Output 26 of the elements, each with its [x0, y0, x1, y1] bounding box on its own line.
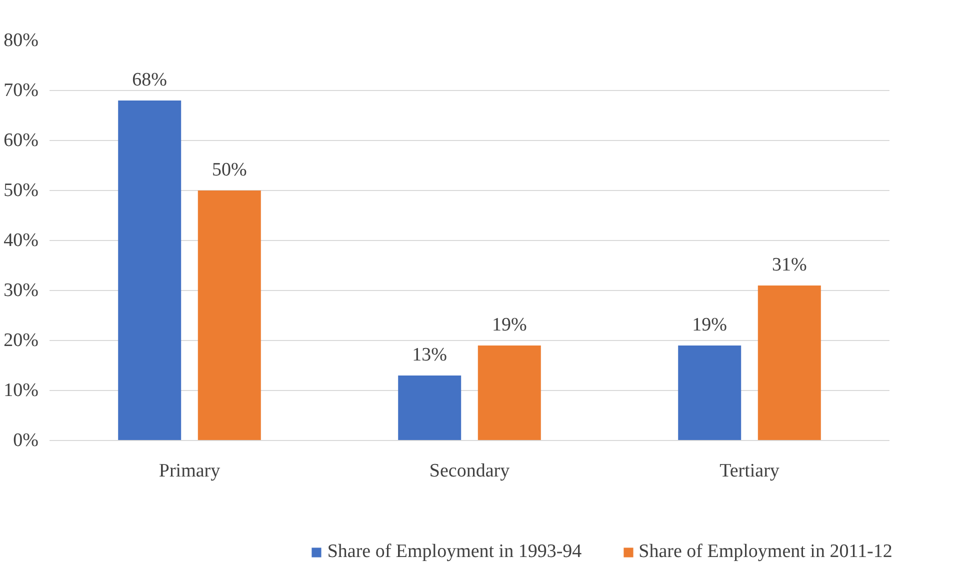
y-tick-label: 10% [4, 380, 39, 401]
bar [678, 346, 742, 440]
x-tick-label: Tertiary [720, 460, 780, 482]
text: 50% [212, 160, 247, 180]
text: 19% [692, 314, 728, 336]
y-tick-label: 50% [4, 180, 39, 201]
text: 13% [412, 344, 448, 366]
bar [478, 346, 541, 440]
y-tick-label: 60% [4, 130, 39, 151]
legend-label: Share of Employment in 2011-12 [638, 541, 892, 563]
y-tick-label: 70% [4, 80, 39, 101]
x-tick-label: Secondary [429, 460, 510, 482]
legend-label: Share of Employment in 1993-94 [327, 541, 582, 563]
bar [758, 286, 821, 440]
x-tick-label: Primary [158, 460, 221, 482]
text: 31% [772, 254, 807, 276]
y-tick-label: 30% [4, 280, 39, 301]
bar [398, 376, 462, 440]
bar [118, 100, 182, 440]
text: 68% [132, 70, 168, 90]
y-tick-label: 0% [13, 430, 39, 451]
y-tick-label: 20% [4, 330, 39, 351]
bar [198, 190, 261, 440]
text: 19% [492, 314, 527, 336]
y-tick-label: 80% [4, 30, 39, 51]
y-tick-label: 40% [4, 230, 39, 251]
